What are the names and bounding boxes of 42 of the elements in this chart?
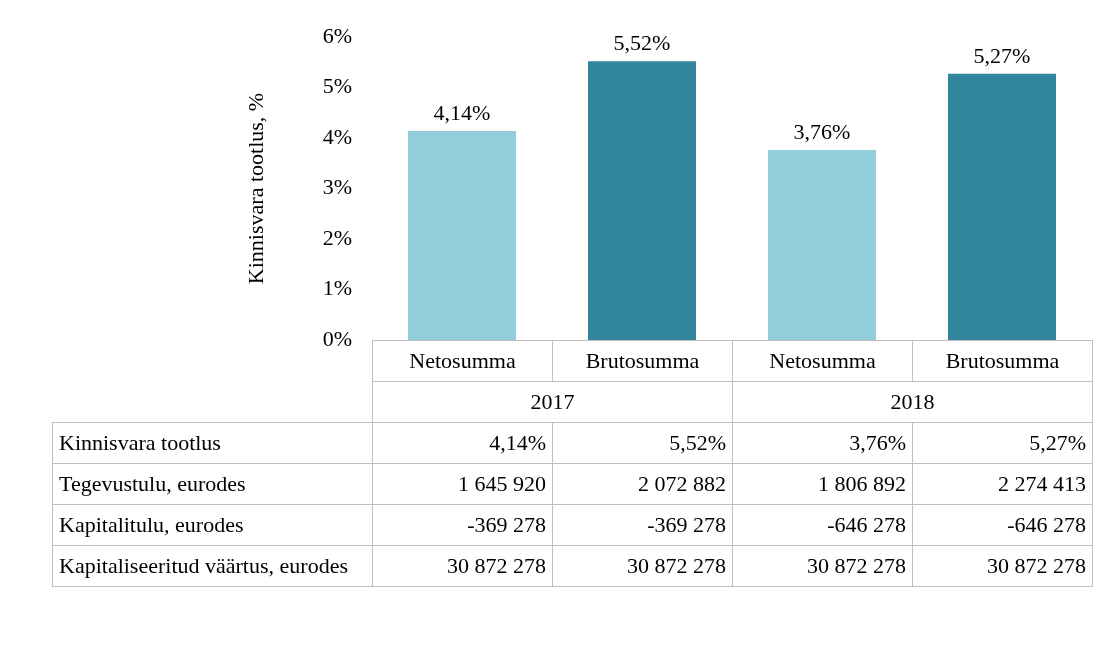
text: 3,76% [793, 118, 851, 144]
text: 30 872 278 [732, 545, 913, 587]
text: -369 278 [372, 504, 553, 546]
data-label: 3,76% [732, 422, 913, 464]
bar [768, 150, 876, 340]
y-tick-label: 1% [322, 275, 352, 301]
y-tick-label: 5% [322, 73, 352, 99]
text: 30 872 278 [552, 545, 733, 587]
text: 2018 [732, 381, 1093, 423]
text: 5,27% [973, 42, 1031, 68]
text: Kapitalitulu, eurodes [52, 504, 373, 546]
text: 30 872 278 [912, 545, 1093, 587]
text: 2 274 413 [912, 463, 1093, 505]
x-tick-label: Netosumma [732, 340, 913, 382]
text: 1 806 892 [732, 463, 913, 505]
text: 4,14% [433, 99, 491, 125]
text: 2 072 882 [552, 463, 733, 505]
y-tick-label: 2% [322, 224, 352, 250]
text: 2017 [372, 381, 733, 423]
y-tick-label: 6% [322, 22, 352, 48]
y-tick-label: 4% [322, 123, 352, 149]
text: -646 278 [732, 504, 913, 546]
y-tick-label: 3% [322, 174, 352, 200]
y-tick-label: 0% [322, 325, 352, 351]
data-label: 5,52% [552, 422, 733, 464]
data-label: 4,14% [372, 422, 553, 464]
x-tick-label: Brutosumma [912, 340, 1093, 382]
text: 1 645 920 [372, 463, 553, 505]
data-label: 5,27% [912, 422, 1093, 464]
text: Kinnisvara tootlus [52, 422, 373, 464]
text: 5,52% [613, 30, 671, 56]
x-tick-label: Brutosumma [552, 340, 733, 382]
bar [948, 73, 1056, 340]
text: Kapitaliseeritud väärtus, eurodes [52, 545, 373, 587]
text: -369 278 [552, 504, 733, 546]
bar [408, 130, 516, 340]
text: Tegevustulu, eurodes [52, 463, 373, 505]
text: 30 872 278 [372, 545, 553, 587]
bar [588, 61, 696, 340]
text: -646 278 [912, 504, 1093, 546]
x-tick-label: Netosumma [372, 340, 553, 382]
y-axis-title: Kinnisvara tootlus, % [242, 92, 268, 285]
